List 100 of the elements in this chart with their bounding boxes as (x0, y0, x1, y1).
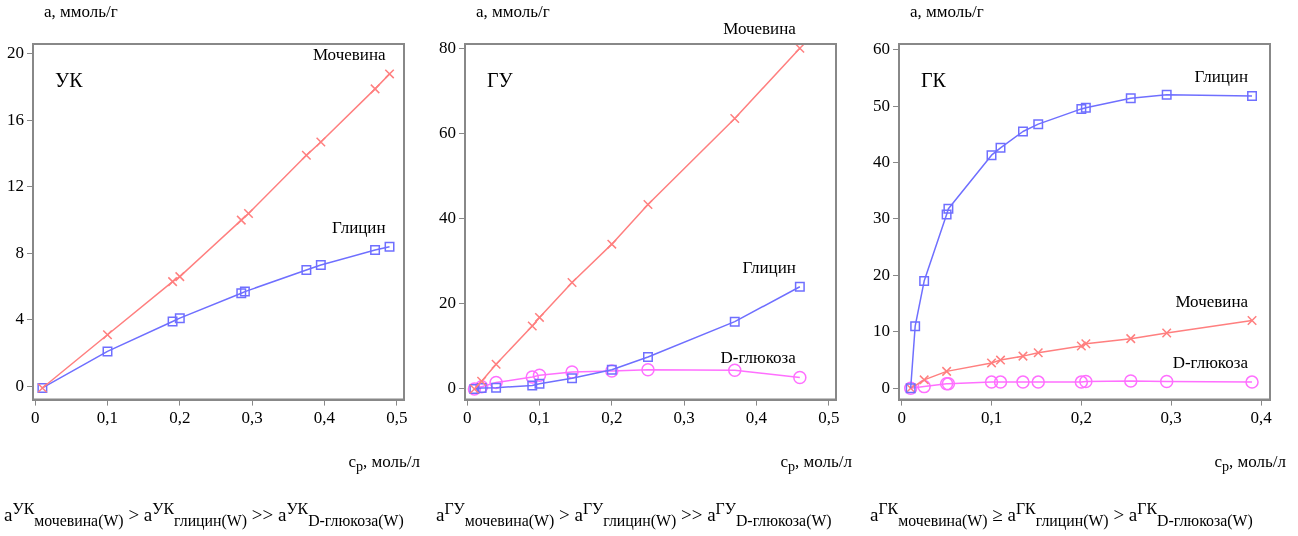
point (1074, 375, 1089, 389)
x-tick-label: 0 (462, 408, 472, 428)
point (986, 357, 997, 368)
point (1079, 374, 1093, 389)
point (993, 375, 1008, 389)
text: ГК (921, 69, 947, 92)
point (794, 44, 805, 54)
point (565, 365, 579, 379)
point (1161, 328, 1172, 338)
point (642, 352, 653, 363)
y-tick-label: 20 (7, 43, 24, 63)
x-tick-label: 0,2 (601, 408, 623, 428)
series-label: Мочевина (1175, 291, 1249, 311)
x-tick-label: 0,3 (241, 408, 263, 428)
y-tick-label: 8 (15, 242, 24, 262)
y-tick-label: 50 (873, 95, 890, 115)
point (102, 329, 113, 340)
point (1247, 315, 1258, 326)
x-axis-title: c$_{р}$, моль/л (348, 452, 420, 476)
x-tick-label: 0,4 (1250, 408, 1273, 428)
point (943, 203, 954, 214)
y-tick-label: 60 (439, 122, 456, 142)
point (476, 376, 487, 387)
point (1125, 333, 1136, 344)
point (1031, 375, 1045, 389)
y-tick-label: 20 (873, 264, 890, 284)
point (236, 215, 247, 226)
point (1017, 351, 1028, 362)
point (567, 373, 578, 384)
point (174, 313, 185, 324)
y-tick-label: 0 (15, 375, 24, 395)
series-label: Глицин (332, 217, 386, 237)
point (941, 366, 952, 377)
y-axis-title: a, ммоль/г (910, 2, 984, 22)
y-tick-label: 16 (7, 109, 24, 129)
point (167, 276, 178, 287)
point (567, 277, 578, 288)
point (315, 137, 326, 148)
point (642, 199, 653, 210)
x-tick-label: 0,1 (528, 408, 551, 428)
y-tick-label: 0 (881, 377, 890, 397)
point (917, 379, 931, 394)
x-tick-label: 0 (30, 408, 40, 428)
y-tick-label: 60 (873, 39, 890, 59)
x-tick-label: 0,2 (1070, 408, 1092, 428)
x-tick-label: 0,4 (745, 408, 768, 428)
y-tick-label: 4 (15, 309, 25, 329)
point (534, 378, 545, 389)
text: УК (55, 69, 84, 92)
point (1245, 375, 1259, 389)
point (370, 83, 381, 94)
y-tick-label: 0 (447, 378, 456, 398)
point (728, 363, 742, 377)
point (986, 150, 997, 161)
x-tick-label: 0,3 (673, 408, 695, 428)
y-tick-label: 40 (873, 152, 890, 171)
point (527, 320, 538, 331)
point (491, 359, 502, 370)
y-tick-label: 20 (439, 293, 456, 313)
point (489, 375, 503, 390)
point (384, 68, 395, 79)
point (243, 208, 254, 219)
x-tick-label: 0,4 (313, 408, 336, 428)
point (919, 374, 930, 385)
x-tick-label: 0,2 (169, 408, 191, 428)
point (794, 281, 805, 292)
x-tick-label: 0,1 (980, 408, 1003, 428)
point (525, 370, 540, 384)
point (1076, 103, 1087, 114)
point (1080, 102, 1091, 113)
point (532, 368, 547, 383)
y-tick-label: 12 (7, 176, 24, 196)
point (527, 380, 538, 391)
point (910, 321, 921, 332)
x-tick-label: 0,1 (96, 408, 119, 428)
point (174, 271, 185, 282)
point (729, 113, 740, 124)
point (1080, 338, 1091, 349)
point (1125, 93, 1136, 104)
point (384, 241, 395, 252)
point (301, 265, 312, 275)
point (729, 316, 740, 327)
point (1161, 89, 1172, 100)
point (919, 276, 930, 287)
series-label: Глицин (1194, 66, 1249, 86)
point (606, 239, 617, 250)
point (102, 346, 113, 357)
series-label: Мочевина (312, 44, 386, 64)
point (793, 370, 807, 385)
y-tick-label: 80 (439, 37, 456, 57)
point (1033, 119, 1044, 130)
point (984, 375, 999, 389)
point (1017, 126, 1028, 137)
point (995, 355, 1006, 366)
point (1016, 375, 1030, 389)
x-tick-label: 0,3 (1160, 408, 1182, 428)
point (370, 245, 381, 256)
y-tick-label: 40 (439, 208, 456, 228)
text: ГУ (487, 69, 514, 92)
x-tick-label: 0,5 (386, 408, 408, 428)
